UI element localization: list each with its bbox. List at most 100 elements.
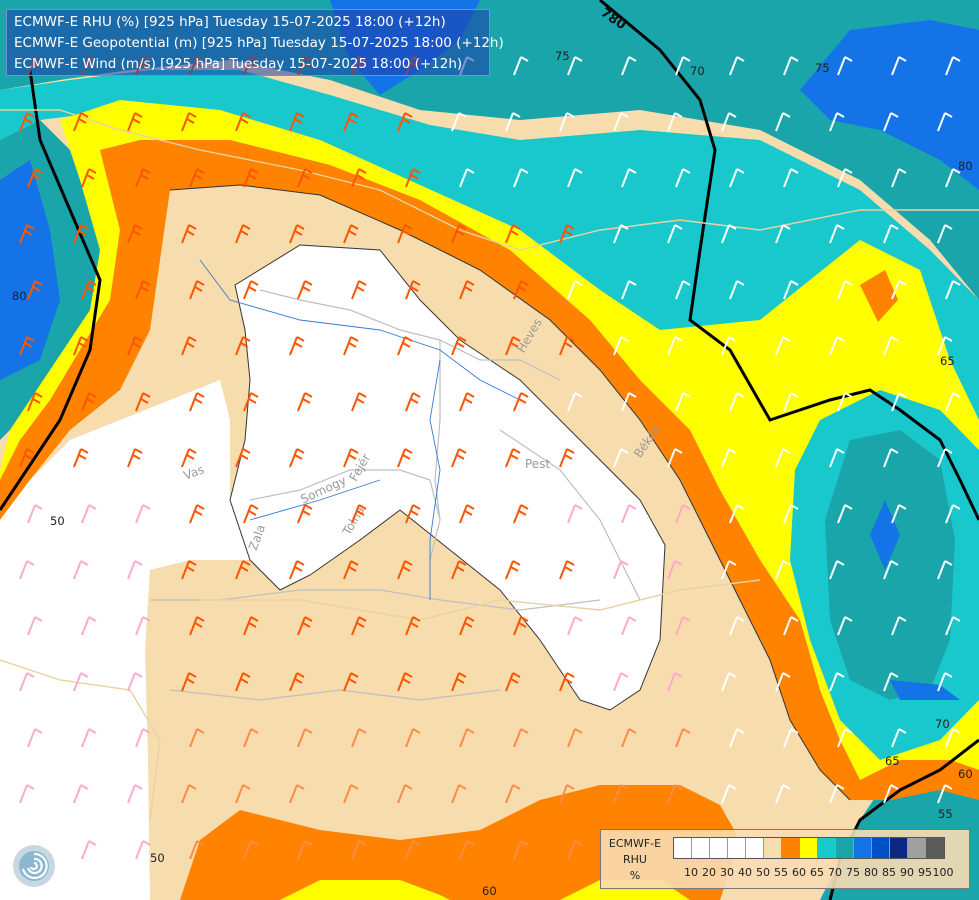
wind-barb [405, 504, 421, 524]
wind-barb [829, 672, 845, 692]
rhu-contour-outline-centre [229, 244, 666, 711]
legend-swatch [746, 838, 764, 858]
wind-barb [243, 728, 259, 748]
wind-barb [405, 280, 421, 300]
wind-barb [351, 616, 367, 636]
legend-tick: 80 [864, 866, 878, 879]
wind-barb [891, 504, 907, 524]
wind-barb [837, 168, 853, 188]
wind-barb [73, 224, 89, 244]
legend-tick: 60 [792, 866, 806, 879]
wind-barbs [19, 56, 961, 860]
wind-barb [513, 504, 529, 524]
wind-barb [351, 168, 367, 188]
wind-barb [181, 336, 197, 356]
wind-barb [667, 112, 683, 132]
wind-barb [729, 392, 745, 412]
wind-barb [945, 168, 961, 188]
wind-barb [459, 616, 475, 636]
wind-barb [459, 392, 475, 412]
wind-barb [135, 504, 151, 524]
wind-barb [19, 560, 35, 580]
wind-barb [181, 784, 197, 804]
wind-barb [721, 448, 737, 468]
wind-barb [613, 784, 629, 804]
wind-barb [397, 560, 413, 580]
wind-barb [613, 336, 629, 356]
wind-barb [621, 56, 637, 76]
wind-barb [19, 672, 35, 692]
wind-barb [621, 168, 637, 188]
wind-barb [189, 728, 205, 748]
wind-barb [891, 168, 907, 188]
wind-barb [937, 224, 953, 244]
rhu-legend: ECMWF-E RHU % 10 20 30 40 50 55 60 65 70 75 80 85 90… [600, 829, 970, 889]
wind-barb [675, 168, 691, 188]
title-rhu: ECMWF-E RHU (%) [925 hPa] Tuesday 15-07-… [14, 14, 446, 30]
wind-barb [945, 56, 961, 76]
wind-barb [837, 56, 853, 76]
wind-barb [181, 560, 197, 580]
wind-barb [189, 504, 205, 524]
wind-barb [613, 448, 629, 468]
wind-barb [397, 784, 413, 804]
wind-barb [405, 392, 421, 412]
wind-barb [559, 448, 575, 468]
legend-tick: 95 [918, 866, 932, 879]
wind-barb [127, 672, 143, 692]
wind-barb [405, 840, 421, 860]
place-pest: Pest [525, 457, 550, 471]
rhu-label-55: 55 [938, 807, 953, 821]
wind-barb [675, 392, 691, 412]
wind-barb [891, 728, 907, 748]
wind-barb [243, 616, 259, 636]
rhu-band-65-south [280, 880, 450, 900]
wind-barb [783, 168, 799, 188]
wind-barb [675, 56, 691, 76]
wind-barb [451, 560, 467, 580]
place-vas: Vas [182, 462, 206, 482]
wind-barb [775, 560, 791, 580]
wind-barb [73, 672, 89, 692]
wind-barb [73, 336, 89, 356]
legend-tick: 90 [900, 866, 914, 879]
wind-barb [451, 112, 467, 132]
wind-barb [405, 168, 421, 188]
wind-barb [289, 448, 305, 468]
yellow-borders [0, 109, 979, 821]
rhu-label-50-b: 50 [150, 851, 165, 865]
wind-barb [505, 784, 521, 804]
wind-barb [297, 504, 313, 524]
wind-barb [243, 168, 259, 188]
title-geopotential: ECMWF-E Geopotential (m) [925 hPa] Tuesd… [14, 35, 504, 51]
wind-barb [405, 616, 421, 636]
wind-barb [135, 840, 151, 860]
wind-barb [937, 784, 953, 804]
rhu-label-70-b: 70 [690, 64, 705, 78]
wind-barb [621, 504, 637, 524]
wind-barb [883, 112, 899, 132]
wind-barb [81, 168, 97, 188]
wind-barb [621, 280, 637, 300]
wind-barb [19, 784, 35, 804]
wind-barb [721, 112, 737, 132]
wind-barb [721, 784, 737, 804]
wind-barb [27, 392, 43, 412]
wind-barb [837, 616, 853, 636]
wind-barb [189, 616, 205, 636]
wind-barb [667, 784, 683, 804]
rhu-bowl-80 [870, 500, 900, 570]
wind-barb [729, 56, 745, 76]
wind-barb [73, 560, 89, 580]
wind-barb [567, 392, 583, 412]
wind-barb [559, 784, 575, 804]
wind-barb [81, 728, 97, 748]
wind-barb [613, 224, 629, 244]
wind-barb [775, 112, 791, 132]
wind-barb [837, 728, 853, 748]
wind-barb [235, 336, 251, 356]
wind-barb [513, 840, 529, 860]
wind-barb [559, 672, 575, 692]
wind-barb [721, 336, 737, 356]
wind-barb [667, 560, 683, 580]
